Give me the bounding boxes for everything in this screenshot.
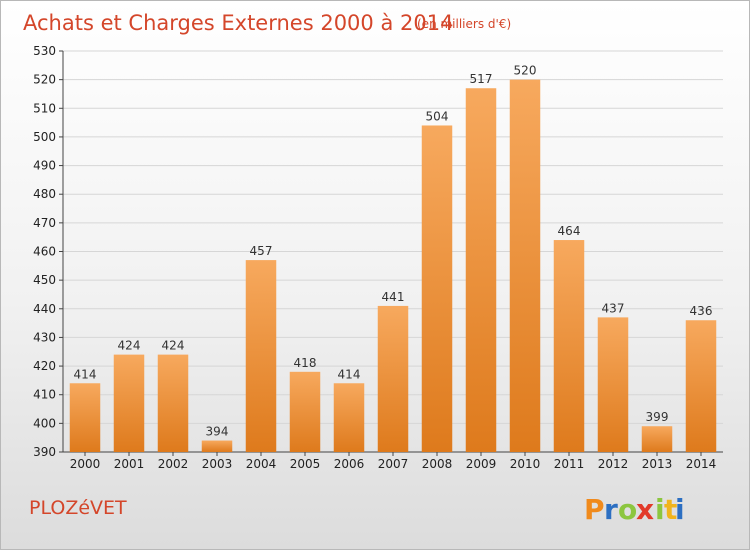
logo-letter: o	[618, 493, 637, 526]
logo-letter: t	[664, 493, 677, 526]
bar	[289, 371, 321, 452]
logo-letter: i	[655, 493, 665, 526]
y-tick-label: 500	[33, 130, 56, 144]
bar	[641, 426, 673, 452]
y-tick-label: 410	[33, 388, 56, 402]
data-label: 399	[646, 410, 669, 424]
bar	[465, 88, 497, 452]
x-tick-labels: 2000 2001 2002 2003 2004 2005 2006 2007 2008 2009…	[70, 457, 717, 471]
chart-title: Achats et Charges Externes 2000 à 2014	[23, 11, 453, 35]
data-label: 436	[690, 304, 713, 318]
y-tick-label: 470	[33, 216, 56, 230]
y-tick-label: 510	[33, 101, 56, 115]
data-label: 441	[382, 290, 405, 304]
bar	[553, 240, 585, 452]
y-tick-label: 420	[33, 359, 56, 373]
x-tick-label: 2013	[642, 457, 673, 471]
logo-letter: P	[584, 493, 605, 526]
y-tick-label: 480	[33, 187, 56, 201]
y-tick-label: 520	[33, 73, 56, 87]
bars	[69, 79, 717, 453]
data-label: 414	[74, 367, 97, 381]
x-tick-label: 2004	[246, 457, 277, 471]
bar	[201, 440, 233, 452]
y-tick-labels: 390 400 410 420 430 440 450 460 470 480 490 500 510 5…	[33, 44, 56, 459]
data-labels: 414 424 424 394 457 418 414 441 504 517 520 464 437 3…	[74, 64, 713, 439]
x-tick-label: 2011	[554, 457, 585, 471]
data-label: 517	[470, 72, 493, 86]
bar	[377, 305, 409, 452]
data-label: 418	[294, 356, 317, 370]
data-label: 424	[162, 339, 185, 353]
data-label: 520	[514, 64, 537, 78]
y-tick-label: 530	[33, 44, 56, 58]
x-tick-label: 2009	[466, 457, 497, 471]
y-tick-label: 450	[33, 273, 56, 287]
commune-name: PLOZéVET	[29, 497, 127, 519]
data-label: 394	[206, 425, 229, 439]
logo-letter: x	[636, 493, 654, 526]
bar	[69, 383, 101, 452]
logo-letter: r	[604, 493, 618, 526]
bar	[421, 125, 453, 452]
y-tick-label: 490	[33, 159, 56, 173]
data-label: 504	[426, 109, 449, 123]
x-tick-label: 2010	[510, 457, 541, 471]
data-label: 464	[558, 224, 581, 238]
logo-letter: i	[675, 493, 685, 526]
data-label: 457	[250, 244, 273, 258]
x-tick-label: 2002	[158, 457, 189, 471]
chart-subtitle: (en milliers d'€)	[417, 17, 511, 31]
y-tick-label: 440	[33, 302, 56, 316]
data-label: 437	[602, 301, 625, 315]
x-tick-label: 2012	[598, 457, 629, 471]
data-label: 424	[118, 339, 141, 353]
bar	[333, 383, 365, 452]
x-tick-label: 2007	[378, 457, 409, 471]
x-tick-label: 2003	[202, 457, 233, 471]
bar	[113, 354, 145, 452]
bar	[509, 79, 541, 453]
bar	[157, 354, 189, 452]
x-tick-label: 2000	[70, 457, 101, 471]
x-tick-label: 2006	[334, 457, 365, 471]
y-tick-label: 430	[33, 330, 56, 344]
data-label: 414	[338, 367, 361, 381]
x-tick-label: 2001	[114, 457, 145, 471]
bar	[685, 320, 717, 452]
bar	[597, 317, 629, 452]
y-tick-label: 400	[33, 416, 56, 430]
bar	[245, 260, 277, 452]
x-tick-label: 2008	[422, 457, 453, 471]
x-tick-label: 2014	[686, 457, 717, 471]
y-tick-label: 460	[33, 245, 56, 259]
y-tick-label: 390	[33, 445, 56, 459]
x-tick-label: 2005	[290, 457, 321, 471]
